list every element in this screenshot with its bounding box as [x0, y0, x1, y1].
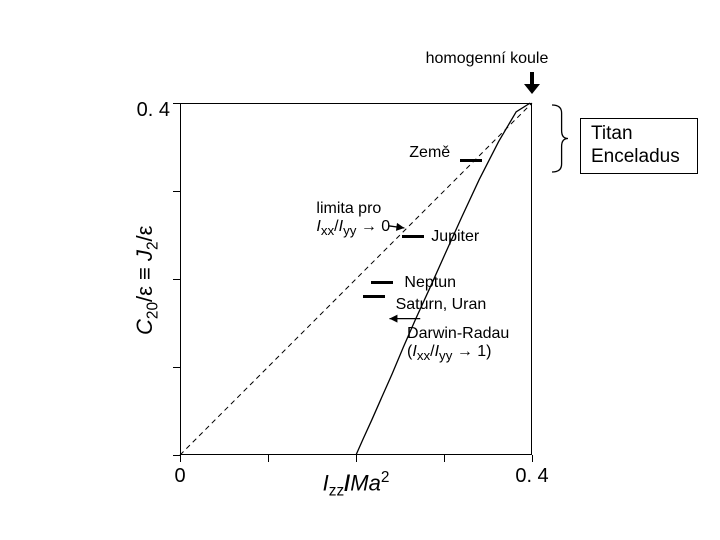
callout-bracket: [0, 0, 720, 540]
titan-enceladus-callout: TitanEnceladus: [580, 118, 698, 174]
figure-root: 0. 400. 4homogenní kouleZeměJupiterNeptu…: [0, 0, 720, 540]
